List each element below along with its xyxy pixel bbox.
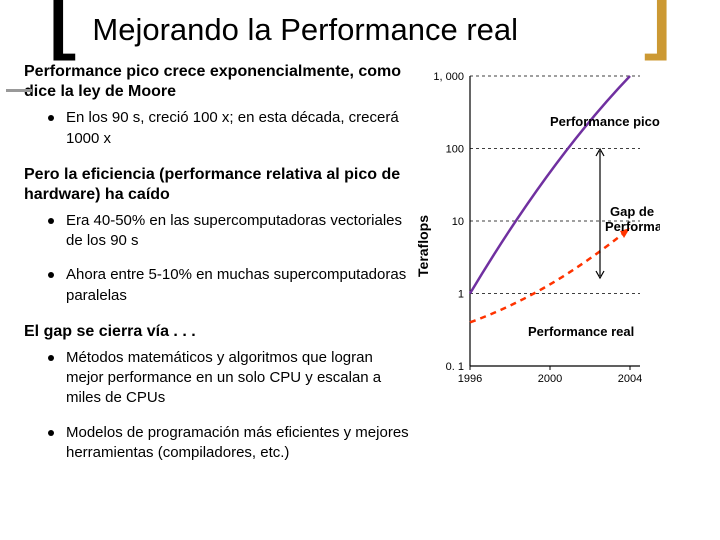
svg-text:10: 10 [452, 216, 464, 228]
bullet-item: Modelos de programación más eficientes y… [52, 423, 410, 464]
annotation-real: Performance real [528, 324, 634, 339]
heading-2: Pero la eficiencia (performance relativa… [24, 165, 410, 205]
bracket-left: [ [40, 4, 84, 48]
heading-3: El gap se cierra vía . . . [24, 322, 410, 342]
annotation-peak: Performance pico [550, 114, 660, 129]
performance-chart: 0. 11101001, 000 199620002004 Teraflo [410, 56, 660, 416]
bullet-item: En los 90 s, creció 100 x; en esta décad… [52, 108, 410, 149]
title-bar: [ Mejorando la Performance real ] [0, 0, 720, 56]
bullet-item: Ahora entre 5-10% en muchas supercomputa… [52, 265, 410, 306]
chart-svg: 0. 11101001, 000 199620002004 Teraflo [410, 56, 660, 416]
svg-text:2000: 2000 [538, 373, 562, 385]
svg-text:100: 100 [446, 144, 464, 156]
bullets-1: En los 90 s, creció 100 x; en esta décad… [52, 108, 410, 149]
bracket-right: ] [636, 4, 680, 48]
svg-text:1996: 1996 [458, 373, 482, 385]
y-axis-label: Teraflops [415, 215, 431, 277]
annotation-gap-1: Gap de [610, 204, 654, 219]
annotation-gap-2: Performance [605, 219, 660, 234]
content: Performance pico crece exponencialmente,… [0, 56, 720, 479]
chart-column: 0. 11101001, 000 199620002004 Teraflo [410, 56, 700, 479]
bullet-item: Era 40-50% en las supercomputadoras vect… [52, 211, 410, 252]
svg-text:2004: 2004 [618, 373, 642, 385]
svg-text:0. 1: 0. 1 [446, 361, 464, 373]
heading-1: Performance pico crece exponencialmente,… [24, 62, 410, 102]
accent-bar-1 [6, 89, 32, 92]
text-column: Performance pico crece exponencialmente,… [0, 56, 410, 479]
page-title: Mejorando la Performance real [92, 12, 518, 48]
svg-text:1, 000: 1, 000 [433, 71, 464, 83]
bullets-3: Métodos matemáticos y algoritmos que log… [52, 348, 410, 463]
svg-text:1: 1 [458, 289, 464, 301]
bullets-2: Era 40-50% en las supercomputadoras vect… [52, 211, 410, 306]
bullet-item: Métodos matemáticos y algoritmos que log… [52, 348, 410, 409]
